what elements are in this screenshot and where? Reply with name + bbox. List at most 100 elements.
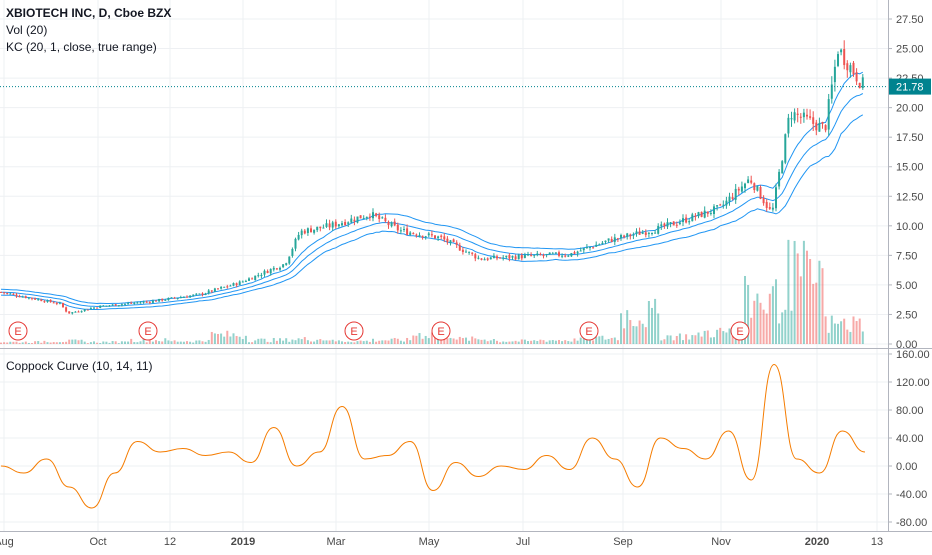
volume-bar [220,333,223,344]
candle-body [434,235,436,239]
candle-body [415,234,418,236]
candle-body [651,233,653,235]
candle-body [573,252,576,254]
symbol-legend[interactable]: XBIOTECH INC, D, Cboe BZX [6,6,171,21]
volume-bar [678,333,681,344]
candle-body [124,303,126,305]
candle-body [685,217,688,223]
candle-body [235,283,238,286]
volume-bar [623,328,626,344]
volume-bar [750,317,753,344]
price-tick-label: 5.00 [896,280,917,292]
volume-bar [62,342,64,344]
candle-body [198,293,201,295]
volume-bar [105,341,108,344]
volume-bar [452,338,455,344]
candle-body [142,301,145,303]
candle-body [272,267,275,270]
candle-body [347,222,350,224]
volume-bar [6,342,9,344]
candle-body [545,254,548,256]
candle-body [275,268,278,270]
candle-body [598,244,601,246]
volume-bar [585,338,588,344]
candle-body [592,247,595,249]
earnings-marker[interactable] [344,321,364,341]
time-tick-label: 13 [871,536,883,548]
price-tick-label: 17.50 [896,132,924,144]
volume-bar [173,340,176,344]
candle-body [558,252,560,256]
coppock-legend[interactable]: Coppock Curve (10, 14, 11) [6,359,153,373]
volume-legend[interactable]: Vol (20) [6,23,48,37]
candle-body [520,255,523,259]
candle-body [570,253,573,257]
candle-body [830,84,833,99]
candle-body [248,278,250,281]
candle-body [561,255,564,257]
candle-body [378,215,381,220]
candle-body [806,114,808,117]
volume-bar [375,341,378,344]
candle-body [508,255,511,259]
candle-body [210,290,213,292]
earnings-marker[interactable] [579,321,599,341]
volume-bar [359,340,362,344]
candle-body [576,251,579,254]
candle-body [74,311,77,313]
volume-bar [52,342,55,344]
volume-bar [263,338,266,344]
volume-bar [638,320,641,344]
earnings-label: E [144,326,151,338]
candle-body [502,257,505,259]
volume-bar [799,276,802,344]
volume-bar [697,332,700,344]
candles [0,40,864,315]
candle-body [161,298,164,301]
candle-body [688,221,691,223]
candle-body [675,224,678,226]
volume-bar [824,316,827,344]
volume-bar [210,331,213,344]
candle-body [15,294,18,297]
volume-bar [204,341,207,344]
earnings-marker[interactable] [138,321,158,341]
volume-bar [604,339,607,344]
time-tick-label: Mar [327,536,346,548]
volume-bar [613,337,616,344]
candle-body [223,286,226,288]
candle-body [589,246,591,248]
earnings-marker[interactable] [730,321,750,341]
candle-body [412,233,415,235]
candle-body [192,294,195,296]
candle-body [83,309,86,311]
volume-bar [477,339,480,344]
candle-body [682,218,684,223]
volume-bar [46,342,49,344]
volume-bar [384,340,387,344]
volume-bar [672,340,675,344]
candle-body [52,302,55,304]
candle-body [728,196,731,202]
last-price-tag [889,78,931,95]
candle-body [291,248,294,256]
earnings-marker[interactable] [8,321,28,341]
candle-body [105,305,108,307]
earnings-marker[interactable] [431,321,451,341]
kc-legend[interactable]: KC (20, 1, close, true range) [6,40,157,54]
volume-bar [461,338,464,344]
candle-body [616,238,619,240]
volume-bar [458,336,461,344]
candle-body [176,297,179,299]
earnings-label: E [14,326,21,338]
candle-body [539,253,542,255]
volume-bar [610,337,613,344]
volume-bar [744,275,746,344]
volume-bar [272,337,275,344]
candle-body [551,253,554,255]
candle-body [790,118,793,120]
candle-body [564,255,567,257]
candle-body [266,271,269,274]
